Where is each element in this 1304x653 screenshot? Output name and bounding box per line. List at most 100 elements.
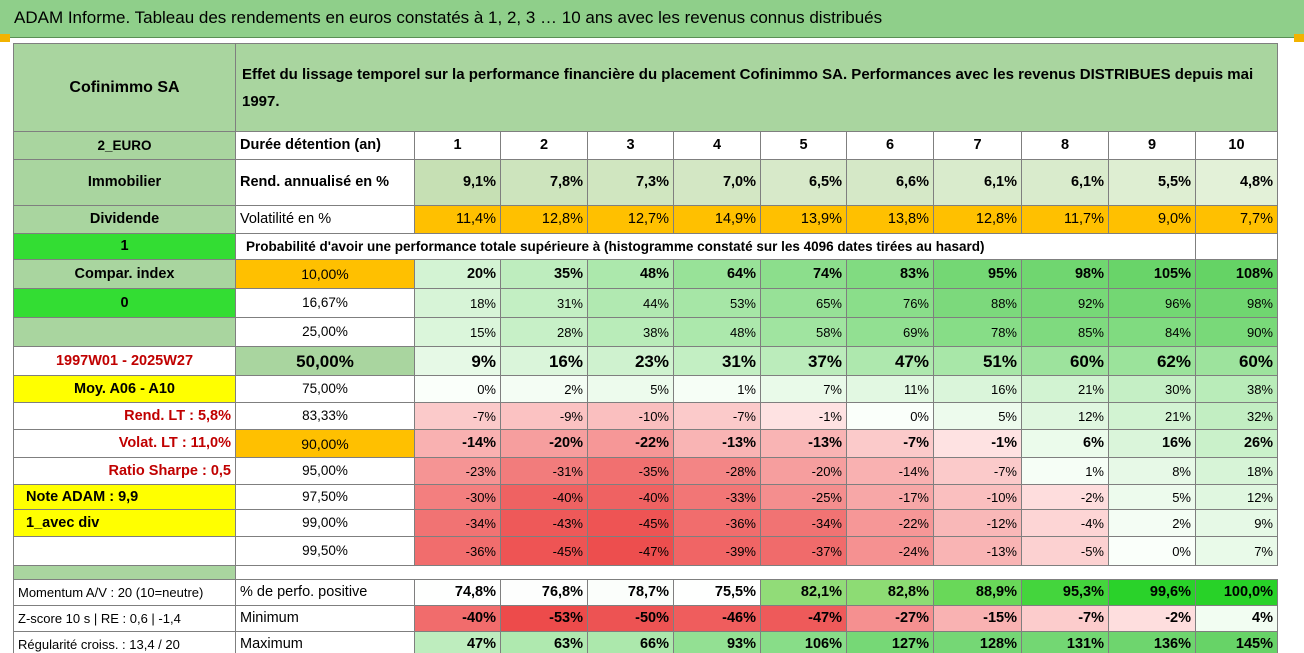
summary-cell: -46%	[673, 605, 761, 632]
left-panel-cell: 1	[13, 233, 236, 260]
histogram-cell: 1%	[1021, 457, 1109, 485]
left-panel-cell: Immobilier	[13, 159, 236, 206]
histogram-cell: 60%	[1195, 346, 1278, 376]
summary-cell: -50%	[587, 605, 674, 632]
histogram-cell: -25%	[760, 484, 847, 510]
histogram-cell: 26%	[1195, 429, 1278, 458]
histogram-cell: 74%	[760, 259, 847, 289]
histogram-cell: 62%	[1108, 346, 1196, 376]
threshold-percent: 50,00%	[235, 346, 415, 376]
summary-cell: -7%	[1021, 605, 1109, 632]
histogram-cell: -10%	[933, 484, 1022, 510]
summary-cell: -47%	[760, 605, 847, 632]
year-header: 4	[673, 131, 761, 160]
summary-cell: -40%	[414, 605, 501, 632]
gap-cell	[501, 566, 588, 580]
histogram-cell: 23%	[587, 346, 674, 376]
year-header: 9	[1108, 131, 1196, 160]
histogram-cell: 108%	[1195, 259, 1278, 289]
histogram-cell: 51%	[933, 346, 1022, 376]
histogram-cell: 12%	[1195, 484, 1278, 510]
histogram-cell: -12%	[933, 509, 1022, 537]
left-panel-cell	[13, 536, 236, 566]
histogram-cell: -10%	[587, 402, 674, 430]
year-header: 3	[587, 131, 674, 160]
histogram-cell: -13%	[933, 536, 1022, 566]
histogram-cell: 30%	[1108, 375, 1196, 403]
histogram-cell: 85%	[1021, 317, 1109, 347]
threshold-percent: 25,00%	[235, 317, 415, 347]
histogram-cell: -24%	[846, 536, 934, 566]
annual-return-cell: 5,5%	[1108, 159, 1196, 206]
summary-label: Minimum	[235, 605, 415, 632]
histogram-cell: 90%	[1195, 317, 1278, 347]
histogram-row: Compar. index 10,00% 20% 35% 48% 64% 74% 83% 95%…	[13, 259, 1278, 289]
histogram-cell: 92%	[1021, 288, 1109, 318]
summary-cell: -2%	[1108, 605, 1196, 632]
histogram-cell: -7%	[414, 402, 501, 430]
volatility-cell: 9,0%	[1108, 205, 1196, 234]
duration-label: Durée détention (an)	[235, 131, 415, 160]
histogram-cell: 9%	[1195, 509, 1278, 537]
returns-table: Cofinimmo SA Effet du lissage temporel su…	[13, 43, 1278, 653]
histogram-row: 25,00% 15% 28% 38% 48% 58% 69% 78% 85% 84% 90%	[13, 317, 1278, 347]
report-title: ADAM Informe. Tableau des rendements en …	[0, 0, 1304, 38]
histogram-row: Ratio Sharpe : 0,5 95,00% -23% -31% -35% -28%…	[13, 457, 1278, 485]
summary-row: Momentum A/V : 20 (10=neutre)% de perfo.…	[13, 579, 1278, 606]
summary-cell: 82,8%	[846, 579, 934, 606]
histogram-cell: 5%	[1108, 484, 1196, 510]
left-panel-cell: 1997W01 - 2025W27	[13, 346, 236, 376]
histogram-cell: 69%	[846, 317, 934, 347]
histogram-cell: 48%	[587, 259, 674, 289]
annual-return-cell: 7,0%	[673, 159, 761, 206]
gap-row	[13, 565, 1278, 580]
histogram-cell: -1%	[933, 429, 1022, 458]
threshold-percent: 99,50%	[235, 536, 415, 566]
histogram-cell: 20%	[414, 259, 501, 289]
summary-row: Z-score 10 s | RE : 0,6 | -1,4 Minimum -40…	[13, 605, 1278, 632]
histogram-cell: 16%	[933, 375, 1022, 403]
histogram-cell: 2%	[500, 375, 588, 403]
volatility-cell: 7,7%	[1195, 205, 1278, 234]
company-name: Cofinimmo SA	[13, 43, 236, 132]
left-panel-cell: Dividende	[13, 205, 236, 234]
summary-cell: 47%	[414, 631, 501, 653]
volatility-cell: 11,7%	[1021, 205, 1109, 234]
left-panel-cell: Note ADAM : 9,9	[13, 484, 236, 510]
annual-return-cell: 6,6%	[846, 159, 934, 206]
histogram-cell: 48%	[673, 317, 761, 347]
gap-cell	[847, 566, 934, 580]
gap-cell	[674, 566, 761, 580]
histogram-cell: 12%	[1021, 402, 1109, 430]
indicator-label: Régularité croiss. : 13,4 / 20	[13, 631, 236, 653]
left-panel-cell: Volat. LT : 11,0%	[13, 429, 236, 458]
header-row: Cofinimmo SA Effet du lissage temporel su…	[13, 43, 1278, 132]
annual-return-cell: 7,3%	[587, 159, 674, 206]
corner-marker-right	[1294, 34, 1304, 42]
histogram-cell: 95%	[933, 259, 1022, 289]
annual-return-cell: 7,8%	[500, 159, 588, 206]
threshold-percent: 99,00%	[235, 509, 415, 537]
histogram-cell: -37%	[760, 536, 847, 566]
histogram-cell: -40%	[500, 484, 588, 510]
histogram-cell: 58%	[760, 317, 847, 347]
summary-cell: 131%	[1021, 631, 1109, 653]
histogram-cell: 18%	[414, 288, 501, 318]
summary-cell: -15%	[933, 605, 1022, 632]
gap-cell	[1196, 566, 1278, 580]
threshold-percent: 97,50%	[235, 484, 415, 510]
histogram-row: 0 16,67% 18% 31% 44% 53% 65% 76% 88% 92% 96% 98%	[13, 288, 1278, 318]
histogram-cell: -40%	[587, 484, 674, 510]
histogram-cell: 21%	[1108, 402, 1196, 430]
histogram-cell: -33%	[673, 484, 761, 510]
histogram-cell: 7%	[760, 375, 847, 403]
summary-cell: 4%	[1195, 605, 1278, 632]
threshold-percent: 83,33%	[235, 402, 415, 430]
summary-cell: 74,8%	[414, 579, 501, 606]
threshold-percent: 16,67%	[235, 288, 415, 318]
histogram-cell: 64%	[673, 259, 761, 289]
histogram-cell: 65%	[760, 288, 847, 318]
histogram-cell: 38%	[1195, 375, 1278, 403]
year-header: 7	[933, 131, 1022, 160]
histogram-cell: -17%	[846, 484, 934, 510]
